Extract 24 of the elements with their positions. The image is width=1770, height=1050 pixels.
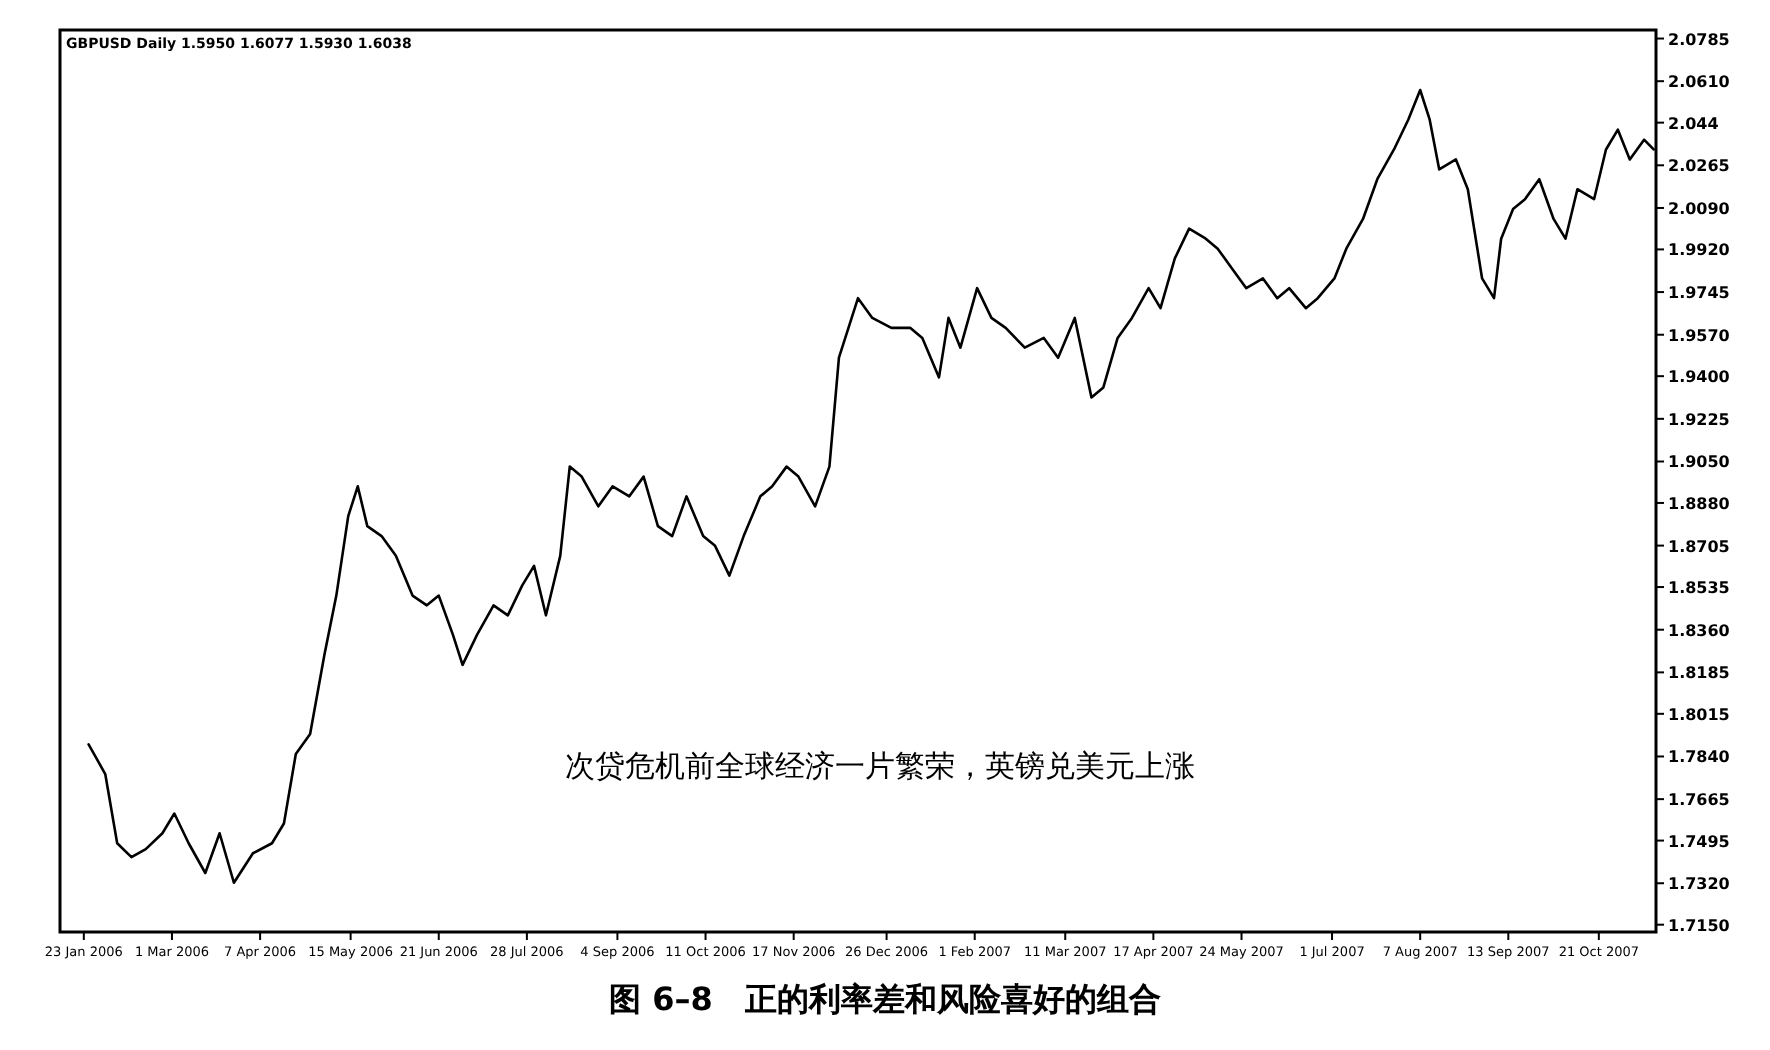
y-tick-label: 2.0090 — [1668, 199, 1731, 218]
y-tick-label: 1.8880 — [1668, 494, 1731, 513]
y-tick-label: 1.7495 — [1668, 832, 1731, 851]
annotation: 次贷危机前全球经济一片繁荣，英镑兑美元上涨 — [565, 748, 1195, 784]
y-tick-label: 1.8705 — [1668, 537, 1731, 556]
y-tick-label: 1.8185 — [1668, 664, 1731, 683]
y-tick-label: 1.9400 — [1668, 368, 1731, 387]
y-tick-label: 1.7320 — [1668, 875, 1731, 894]
y-tick-label: 1.7840 — [1668, 748, 1731, 767]
y-tick-label: 1.8360 — [1668, 621, 1731, 640]
y-tick-label: 1.9570 — [1668, 326, 1731, 345]
y-tick-label: 1.8015 — [1668, 705, 1731, 724]
y-tick-label: 2.0785 — [1668, 30, 1731, 49]
y-tick-label: 2.044 — [1668, 114, 1720, 133]
y-tick-label: 1.7665 — [1668, 791, 1731, 810]
y-tick-label: 2.0610 — [1668, 73, 1731, 92]
y-tick-label: 1.9050 — [1668, 453, 1731, 472]
y-tick-label: 1.9745 — [1668, 284, 1731, 303]
text: 图 6–8 正的利率差和风险喜好的组合 — [609, 980, 1161, 1018]
y-tick-label: 1.9920 — [1668, 241, 1731, 260]
y-tick-label: 1.8535 — [1668, 579, 1731, 598]
y-tick-label: 1.7150 — [1668, 916, 1731, 935]
y-tick-label: 1.9225 — [1668, 410, 1731, 429]
y-tick-label: 2.0265 — [1668, 157, 1731, 176]
